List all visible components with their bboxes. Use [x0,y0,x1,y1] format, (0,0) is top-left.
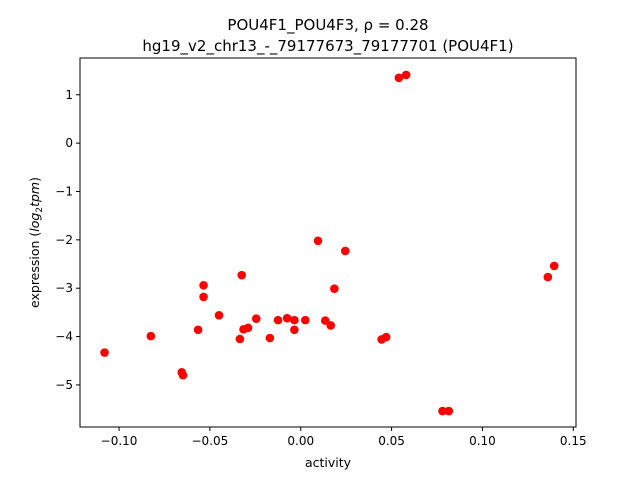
y-axis-label: expression (log2tpm) [27,177,45,308]
data-point [214,310,224,320]
x-tick-label: −0.05 [192,434,229,448]
data-point [199,292,208,302]
plot-area [79,57,577,428]
y-tick-label: −4 [55,330,73,344]
y-tick-label: −5 [55,378,73,392]
data-point [265,333,275,343]
data-point [290,325,299,335]
data-point [235,334,245,344]
data-point [326,321,336,330]
data-point [146,331,156,341]
data-point [251,314,261,323]
y-tick-label: 0 [65,136,73,150]
data-points [100,70,559,416]
y-axis-label-log: log [27,213,42,232]
data-point [290,315,299,325]
x-axis-ticks: −0.10 −0.05 0.00 0.05 0.10 0.15 [101,427,587,448]
data-point [273,315,283,325]
data-point [199,281,208,290]
y-tick-label: −2 [55,233,73,247]
data-point [438,406,447,416]
data-point [549,261,559,271]
y-axis-label-subscript: 2 [35,207,45,213]
chart-title-line-2: hg19_v2_chr13_-_79177673_79177701 (POU4F… [142,37,513,56]
chart-title-line-1: POU4F1_POU4F3, ρ = 0.28 [227,16,428,35]
data-point [243,323,253,333]
data-point [300,315,310,325]
x-tick-label: 0.05 [378,434,405,448]
data-point [330,284,339,293]
data-point [401,70,411,80]
x-tick-label: −0.10 [101,434,138,448]
x-tick-label: 0.10 [469,434,496,448]
y-tick-label: −1 [55,184,73,198]
y-axis-label-suffix: ) [27,177,42,182]
data-point [444,406,454,416]
y-axis-ticks: 1 0 −1 −2 −3 −4 −5 [55,88,80,392]
x-axis-label: activity [305,455,352,470]
x-tick-label: 0.15 [560,434,587,448]
y-axis-label-tpm: tpm [27,182,42,207]
data-point [381,332,391,342]
data-point [313,236,323,246]
data-point [543,272,553,282]
data-point [178,370,188,380]
data-point [100,348,109,357]
y-axis-label-prefix: expression ( [27,232,42,308]
y-tick-label: −3 [55,281,73,295]
data-point [237,270,246,280]
data-point [394,73,404,83]
data-point [340,246,350,256]
data-point [193,325,203,335]
y-tick-label: 1 [65,88,73,102]
x-tick-label: 0.00 [287,434,314,448]
data-point [282,313,292,323]
